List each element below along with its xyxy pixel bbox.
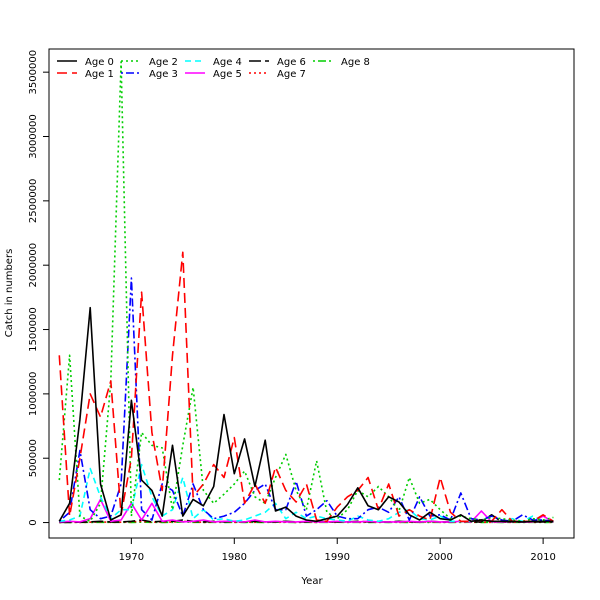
y-tick-label: 3500000 — [28, 50, 39, 95]
series-line-age-0 — [58, 306, 554, 523]
plot-frame — [48, 48, 575, 539]
x-tick-label: 2000 — [427, 552, 452, 563]
x-axis-title: Year — [300, 576, 323, 587]
series-line-age-2 — [58, 61, 554, 523]
legend-label: Age 8 — [341, 57, 370, 68]
y-tick-label: 3000000 — [28, 114, 39, 159]
x-tick-label: 1980 — [222, 552, 247, 563]
legend-label: Age 6 — [277, 57, 306, 68]
legend-label: Age 0 — [85, 57, 114, 68]
y-axis-title: Catch in numbers — [4, 249, 15, 338]
x-tick-label: 2010 — [530, 552, 555, 563]
series-lines — [58, 61, 554, 524]
y-tick-label: 2500000 — [28, 179, 39, 224]
y-tick-label: 500000 — [28, 439, 39, 477]
y-tick-label: 0 — [28, 519, 39, 525]
legend-label: Age 4 — [213, 57, 242, 68]
series-line-age-1 — [58, 251, 554, 523]
y-axis: 0 500000 1000000 1500000 2000000 2500000 30000… — [28, 50, 49, 526]
legend-label: Age 1 — [85, 69, 114, 80]
y-tick-label: 2000000 — [28, 243, 39, 288]
x-tick-label: 1990 — [325, 552, 350, 563]
legend-label: Age 3 — [149, 69, 178, 80]
legend-label: Age 5 — [213, 69, 242, 80]
y-tick-label: 1500000 — [28, 307, 39, 352]
x-axis: 1970 1980 1990 2000 2010 — [119, 538, 556, 563]
legend-label: Age 7 — [277, 69, 306, 80]
y-tick-label: 1000000 — [28, 372, 39, 417]
series-line-age-3 — [58, 277, 554, 523]
x-tick-label: 1970 — [119, 552, 144, 563]
legend-label: Age 2 — [149, 57, 178, 68]
